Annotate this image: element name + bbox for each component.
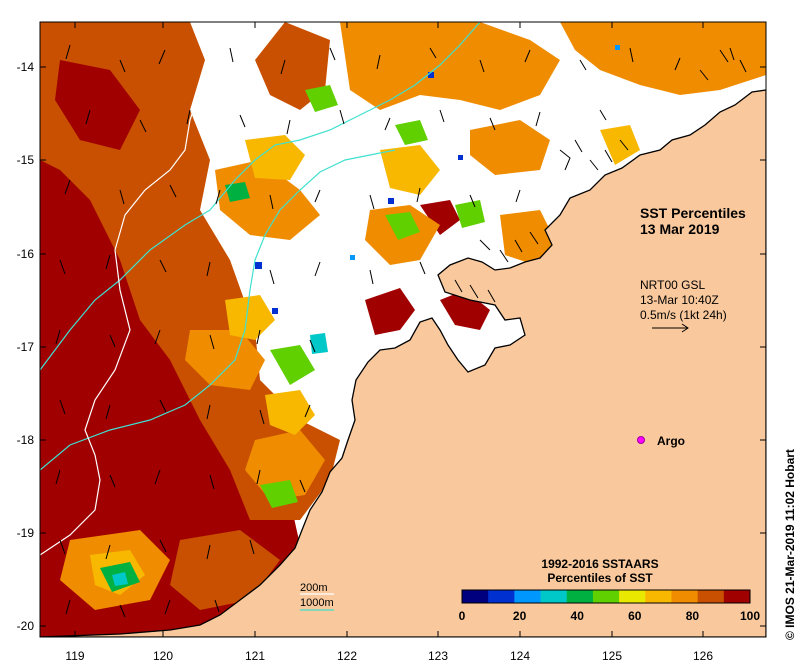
colorbar-tick-label: 40 bbox=[571, 609, 585, 623]
colorbar-cell bbox=[592, 590, 620, 603]
colorbar-subtitle: Percentiles of SST bbox=[547, 571, 653, 585]
sst-field bbox=[40, 22, 766, 637]
current-scale-label: 0.5m/s (1kt 24h) bbox=[640, 308, 727, 322]
x-tick-label: 120 bbox=[153, 649, 173, 663]
y-tick-label: -14 bbox=[17, 60, 35, 74]
colorbar-cell bbox=[723, 590, 751, 603]
colorbar-cell bbox=[540, 590, 568, 603]
contour-legend: 200m 1000m bbox=[300, 582, 334, 611]
imos-credit: © IMOS 21-Mar-2019 11:02 Hobart bbox=[783, 449, 797, 640]
map-date: 13 Mar 2019 bbox=[640, 221, 720, 237]
contour-200m-label: 200m bbox=[300, 582, 328, 594]
colorbar-cell bbox=[697, 590, 725, 603]
x-tick-label: 126 bbox=[693, 649, 713, 663]
colorbar-tick-label: 20 bbox=[513, 609, 527, 623]
current-source-label: NRT00 GSL bbox=[640, 278, 705, 292]
y-tick-label: -19 bbox=[17, 526, 35, 540]
colorbar-cells bbox=[462, 590, 751, 603]
scale-arrow-icon bbox=[652, 323, 689, 333]
colorbar-cell bbox=[671, 590, 699, 603]
bathymetry-contours bbox=[40, 22, 481, 556]
x-axis-labels: 119 120 121 122 123 124 125 126 bbox=[65, 649, 713, 663]
x-tick-label: 125 bbox=[602, 649, 622, 663]
axis-ticks bbox=[40, 22, 766, 637]
current-time-label: 13-Mar 10:40Z bbox=[640, 293, 719, 307]
colorbar: 1992-2016 SSTAARS Percentiles of SST 0 2… bbox=[459, 557, 761, 623]
colorbar-tick-label: 0 bbox=[459, 609, 466, 623]
plot-frame bbox=[39, 21, 767, 638]
x-tick-label: 123 bbox=[428, 649, 448, 663]
y-tick-label: -16 bbox=[17, 247, 35, 261]
land-mass bbox=[40, 89, 766, 637]
colorbar-tick-label: 80 bbox=[686, 609, 700, 623]
colorbar-border bbox=[461, 589, 751, 604]
current-vectors bbox=[55, 44, 735, 618]
map-title: SST Percentiles bbox=[640, 205, 746, 221]
coastline-islands bbox=[454, 49, 747, 303]
x-tick-label: 119 bbox=[65, 649, 84, 663]
colorbar-cell bbox=[645, 590, 672, 603]
argo-float-icon bbox=[637, 436, 645, 444]
colorbar-cell bbox=[488, 590, 515, 603]
x-tick-label: 121 bbox=[245, 649, 265, 663]
y-axis-labels: -14 -15 -16 -17 -18 -19 -20 bbox=[17, 60, 35, 633]
colorbar-tick-label: 100 bbox=[740, 609, 760, 623]
colorbar-cell bbox=[566, 590, 594, 603]
y-tick-label: -18 bbox=[17, 433, 35, 447]
y-tick-label: -17 bbox=[17, 340, 35, 354]
x-tick-label: 122 bbox=[337, 649, 357, 663]
contour-1000m-label: 1000m bbox=[300, 597, 334, 609]
x-tick-label: 124 bbox=[510, 649, 530, 663]
colorbar-title: 1992-2016 SSTAARS bbox=[541, 557, 658, 571]
colorbar-cell bbox=[462, 590, 489, 603]
y-tick-label: -20 bbox=[17, 619, 35, 633]
colorbar-cell bbox=[619, 590, 646, 603]
colorbar-cell bbox=[514, 590, 542, 603]
argo-label: Argo bbox=[657, 434, 685, 448]
colorbar-tick-label: 60 bbox=[628, 609, 642, 623]
y-tick-label: -15 bbox=[17, 153, 35, 167]
